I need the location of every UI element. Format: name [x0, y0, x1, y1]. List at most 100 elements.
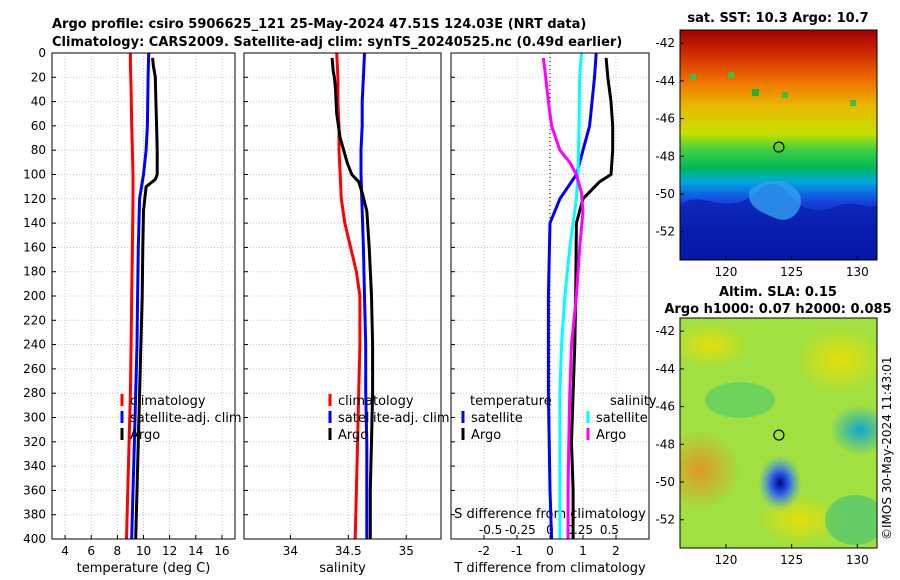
x-tick-label: 0: [546, 544, 554, 558]
map-x-tick-label: 125: [780, 265, 803, 279]
x-tick-label: 14: [188, 544, 203, 558]
legend-label-climatology: climatology: [130, 394, 206, 409]
x-tick-label: 35: [399, 544, 414, 558]
y-tick-label: 400: [23, 532, 46, 546]
map-y-tick-label: -48: [655, 437, 675, 451]
sst-map: sat. SST: 10.3 Argo: 10.7 120 125 130 -42 -4…: [655, 11, 878, 279]
difference-legend: temperature salinity satellite Argo sate…: [461, 394, 657, 443]
y-tick-label: 80: [31, 143, 46, 157]
x-tick-label: 16: [214, 544, 229, 558]
sla-map-subtitle: Argo h1000: 0.07 h2000: 0.085: [664, 302, 891, 317]
series-line-satellite-adj-clim: [130, 52, 151, 540]
x-tick-label: 34: [283, 544, 298, 558]
figure-title-line2: Climatology: CARS2009. Satellite-adj cli…: [52, 35, 622, 50]
y-tick-label: 220: [23, 313, 46, 327]
y-tick-label: 200: [23, 289, 46, 303]
y-tick-label: 60: [31, 119, 46, 133]
map-x-tick-label: 130: [846, 265, 869, 279]
map-y-tick-label: -42: [655, 324, 675, 338]
x-axis-label: T difference from climatology: [453, 561, 646, 576]
map-y-tick-label: -44: [655, 362, 675, 376]
y-tick-label: 20: [31, 70, 46, 84]
map-y-tick-label: -46: [655, 112, 675, 126]
argo-location-marker: [773, 429, 785, 441]
map-y-tick-label: -50: [655, 187, 675, 201]
map-y-tick-label: -44: [655, 74, 675, 88]
y-tick-label: 0: [38, 46, 46, 60]
series-line-temperature-satellite: [546, 52, 598, 540]
figure-title-line1: Argo profile: csiro 5906625_121 25-May-2…: [52, 17, 586, 32]
y-tick-label: 160: [23, 240, 46, 254]
temperature-panel: 4 6 8 10 12 14 1602040608010012014016018020022…: [23, 46, 236, 576]
y-tick-label: 320: [23, 435, 46, 449]
map-x-tick-label: 130: [846, 553, 869, 567]
map-x-tick-label: 120: [715, 265, 738, 279]
sst-map-frame: [679, 29, 878, 261]
sst-pixel: [782, 92, 788, 98]
y-tick-label: 100: [23, 168, 46, 182]
legend-label-satellite: satellite-adj. clim: [130, 411, 242, 426]
x-tick-label: -2: [478, 544, 490, 558]
sst-pixel: [850, 100, 856, 106]
series-line-salinity-argo: [541, 57, 585, 539]
map-x-tick-label: 125: [780, 553, 803, 567]
legend-title-temperature: temperature: [470, 394, 552, 409]
s-diff-tick-label: -0.5: [479, 523, 502, 537]
map-y-tick-label: -42: [655, 36, 675, 50]
s-diff-tick-label: 0.5: [600, 523, 619, 537]
map-x-tick-label: 120: [715, 553, 738, 567]
salinity-panel: 34 34.5 35 salinity: [243, 52, 442, 576]
series-line-salinity-satellite: [558, 52, 583, 539]
sla-blob: [680, 323, 750, 367]
x-tick-label: 8: [114, 544, 122, 558]
legend-label-satellite: satellite-adj. clim: [338, 411, 450, 426]
map-y-tick-label: -46: [655, 400, 675, 414]
temperature-legend: climatology satellite-adj. clim Argo: [120, 394, 242, 443]
sla-blob: [830, 405, 877, 455]
legend-title-salinity: salinity: [610, 394, 657, 409]
sst-map-title: sat. SST: 10.3 Argo: 10.7: [687, 11, 868, 26]
map-y-tick-label: -50: [655, 475, 675, 489]
x-axis-label: salinity: [319, 561, 366, 576]
axes-frame: [243, 52, 442, 540]
salinity-legend: climatology satellite-adj. clim Argo: [328, 394, 450, 443]
series-line-argo: [330, 57, 375, 539]
y-tick-label: 260: [23, 362, 46, 376]
x-tick-label: 12: [162, 544, 177, 558]
sla-blob: [795, 325, 877, 395]
sla-blob: [825, 495, 877, 545]
legend-label-sal-satellite: satellite: [596, 411, 648, 426]
series-line-climatology: [125, 53, 135, 540]
y-tick-label: 40: [31, 95, 46, 109]
map-y-tick-label: -48: [655, 149, 675, 163]
sla-map-title: Altim. SLA: 0.15: [719, 285, 837, 300]
argo-location-marker: [773, 141, 785, 153]
y-tick-label: 360: [23, 483, 46, 497]
legend-label-temp-argo: Argo: [471, 428, 501, 443]
legend-label-climatology: climatology: [338, 394, 414, 409]
sst-pixel: [690, 74, 696, 80]
sla-eddy: [758, 455, 802, 511]
x-tick-label: 10: [136, 544, 151, 558]
y-tick-label: 340: [23, 459, 46, 473]
y-tick-label: 380: [23, 508, 46, 522]
series-line-satellite-adj-clim: [359, 52, 369, 539]
y-tick-label: 300: [23, 411, 46, 425]
sla-blob: [705, 382, 775, 418]
y-tick-label: 180: [23, 265, 46, 279]
legend-label-argo: Argo: [338, 428, 368, 443]
x-axis-label: temperature (deg C): [77, 561, 211, 576]
legend-label-temp-satellite: satellite: [471, 411, 523, 426]
sst-cold-front: [680, 184, 877, 260]
x-tick-label: -1: [511, 544, 523, 558]
legend-label-sal-argo: Argo: [596, 428, 626, 443]
sst-eddy: [749, 180, 801, 220]
series-line-argo: [134, 57, 159, 540]
axes-frame: [450, 52, 650, 540]
map-y-tick-label: -52: [655, 225, 675, 239]
difference-panel: -2 -1 0 1 2S difference from climatology-0.5…: [450, 52, 650, 576]
axes-frame: [51, 52, 236, 540]
sst-pixel: [752, 89, 759, 96]
sla-map-axes: 120 125 130 -42 -44 -46 -48 -50 -52: [655, 324, 868, 567]
